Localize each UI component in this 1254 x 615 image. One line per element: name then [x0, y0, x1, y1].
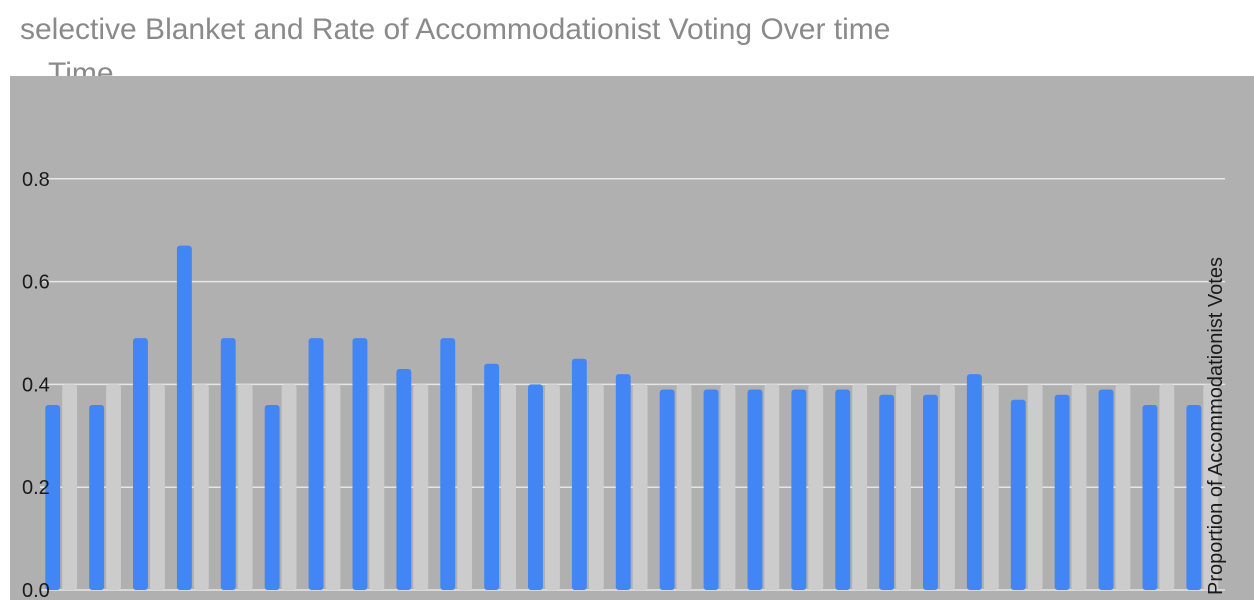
bar-secondary [413, 384, 429, 590]
bar-secondary [457, 384, 473, 590]
y-axis-label: Proportion of Accommodationist Votes [1205, 257, 1227, 595]
bar-secondary [852, 384, 868, 590]
bar-primary [791, 389, 807, 590]
bars [45, 245, 1219, 590]
bar-primary [1186, 405, 1202, 590]
bar-secondary [1159, 384, 1175, 590]
bar-secondary [1027, 384, 1043, 590]
bar-secondary [1203, 384, 1219, 590]
bar-primary [440, 338, 456, 590]
y-tick-label: 0.2 [22, 477, 50, 499]
bar-secondary [808, 384, 824, 590]
plot-background [10, 76, 1254, 600]
bar-secondary [106, 384, 121, 590]
y-tick-label: 0.8 [22, 169, 50, 191]
bar-secondary [940, 384, 955, 590]
y-tick-label: 0.6 [22, 272, 50, 294]
bar-primary [703, 389, 719, 590]
bar-primary [484, 363, 500, 590]
bar-secondary [150, 384, 165, 590]
bar-secondary [237, 384, 253, 590]
bar-secondary [1115, 384, 1131, 590]
bar-primary [835, 389, 851, 590]
bar-secondary [588, 384, 604, 590]
bar-primary [220, 338, 236, 590]
bar-primary [176, 245, 192, 590]
bar-primary [396, 369, 412, 590]
y-tick-label: 0.4 [22, 374, 50, 396]
bar-secondary [720, 384, 736, 590]
bar-secondary [62, 384, 78, 590]
bar-secondary [501, 384, 516, 590]
bar-primary [1010, 399, 1026, 590]
bar-primary [1054, 394, 1070, 590]
bar-primary [659, 389, 675, 590]
bar-secondary [281, 384, 297, 590]
bar-secondary [325, 384, 341, 590]
bar-secondary [896, 384, 911, 590]
bar-primary [571, 358, 587, 590]
bar-primary [879, 394, 895, 590]
y-ticks: 0.0 0.2 0.4 0.6 0.8 [22, 169, 50, 602]
bar-primary [264, 405, 280, 590]
bar-secondary [193, 384, 209, 590]
bar-secondary [545, 384, 560, 590]
bar-primary [1098, 389, 1114, 590]
bar-primary [528, 384, 543, 590]
bar-primary [45, 405, 61, 590]
bar-secondary [632, 384, 648, 590]
bar-primary [89, 405, 105, 590]
bar-secondary [983, 384, 999, 590]
bar-primary [352, 338, 368, 590]
y-tick-label: 0.0 [22, 580, 50, 602]
bar-primary [747, 389, 763, 590]
bar-primary [966, 374, 982, 590]
bar-secondary [764, 384, 780, 590]
chart-title: selective Blanket and Rate of Accommodat… [20, 14, 891, 46]
bar-primary [923, 394, 938, 590]
bar-primary [133, 338, 148, 590]
bar-secondary [676, 384, 692, 590]
bar-primary [615, 374, 631, 590]
bar-primary [308, 338, 324, 590]
gridlines [40, 178, 1225, 591]
bar-primary [1142, 405, 1158, 590]
bar-secondary [1071, 384, 1087, 590]
bar-secondary [369, 384, 385, 590]
